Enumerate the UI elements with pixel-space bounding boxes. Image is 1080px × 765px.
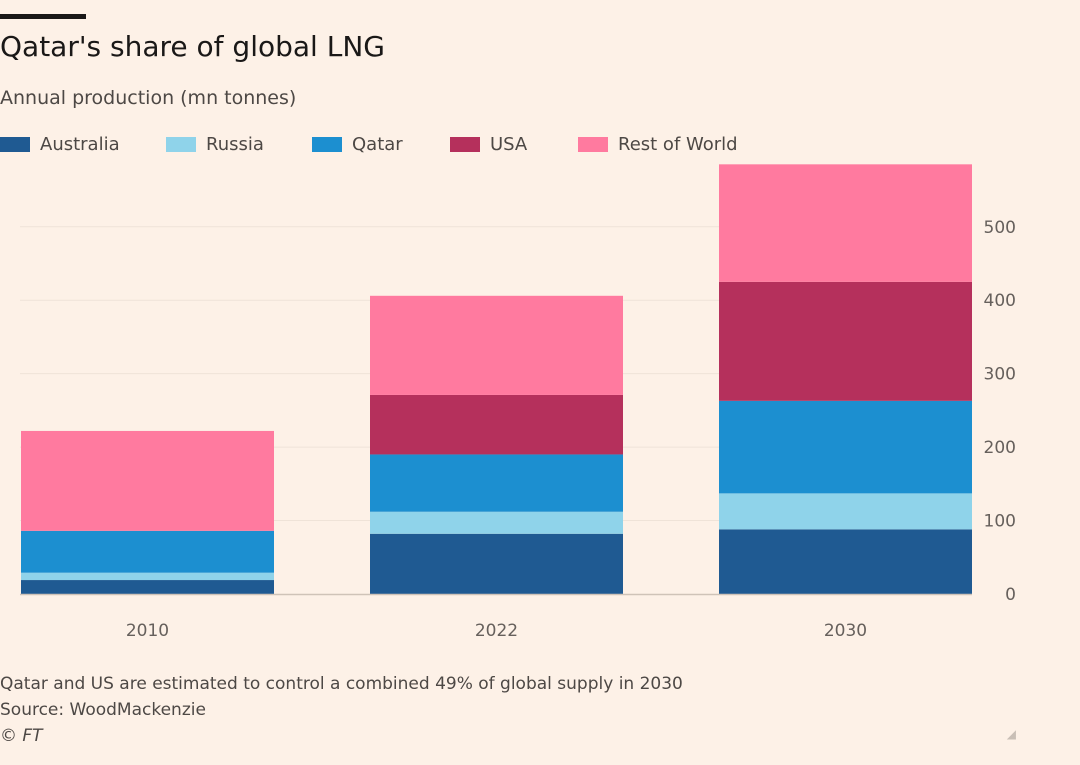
x-tick-label-2010: 2010 <box>126 621 169 641</box>
corner-mark: ◢ <box>1006 727 1016 741</box>
source-note: Source: WoodMackenzie <box>0 700 206 720</box>
y-tick-label-0: 0 <box>1005 585 1016 605</box>
bar-2010-australia <box>21 580 274 594</box>
legend-label-qatar: Qatar <box>352 133 403 155</box>
y-tick-label-300: 300 <box>984 365 1016 385</box>
chart-subtitle: Annual production (mn tonnes) <box>0 87 297 109</box>
legend-item-australia: Australia <box>0 132 120 156</box>
bar-2030-rest-of-world <box>719 164 972 282</box>
legend-item-rest-of-world: Rest of World <box>578 132 738 156</box>
y-tick-label-200: 200 <box>984 438 1016 458</box>
bar-2022-australia <box>370 533 623 594</box>
bar-2010-russia <box>21 572 274 581</box>
bar-2022-qatar <box>370 454 623 512</box>
legend-item-usa: USA <box>450 132 527 156</box>
legend-item-russia: Russia <box>166 132 264 156</box>
bar-2022-russia <box>370 511 623 534</box>
copyright-credit: © FT <box>0 726 43 746</box>
bar-2022-usa <box>370 394 623 455</box>
legend-item-qatar: Qatar <box>312 132 403 156</box>
legend-label-russia: Russia <box>206 133 264 155</box>
bar-2030-russia <box>719 493 972 530</box>
legend-swatch-rest-of-world <box>578 136 608 152</box>
chart-title: Qatar's share of global LNG <box>0 30 385 63</box>
y-tick-label-100: 100 <box>984 512 1016 532</box>
legend-label-usa: USA <box>490 133 528 155</box>
legend-swatch-australia <box>0 136 30 152</box>
y-tick-label-500: 500 <box>984 218 1016 238</box>
bar-2030-australia <box>719 529 972 594</box>
legend-label-australia: Australia <box>40 133 120 155</box>
legend-swatch-usa <box>450 136 480 152</box>
bar-2010-qatar <box>21 530 274 573</box>
bar-2030-usa <box>719 281 972 401</box>
bar-2010-rest-of-world <box>21 430 274 531</box>
x-tick-label-2022: 2022 <box>475 621 518 641</box>
footnote: Qatar and US are estimated to control a … <box>0 674 683 694</box>
y-tick-label-400: 400 <box>984 291 1016 311</box>
legend-swatch-qatar <box>312 136 342 152</box>
legend-swatch-russia <box>166 136 196 152</box>
legend-label-rest-of-world: Rest of World <box>618 133 738 155</box>
x-tick-label-2030: 2030 <box>824 621 867 641</box>
bar-2030-qatar <box>719 400 972 494</box>
bar-2022-rest-of-world <box>370 295 623 395</box>
top-rule <box>0 14 86 19</box>
